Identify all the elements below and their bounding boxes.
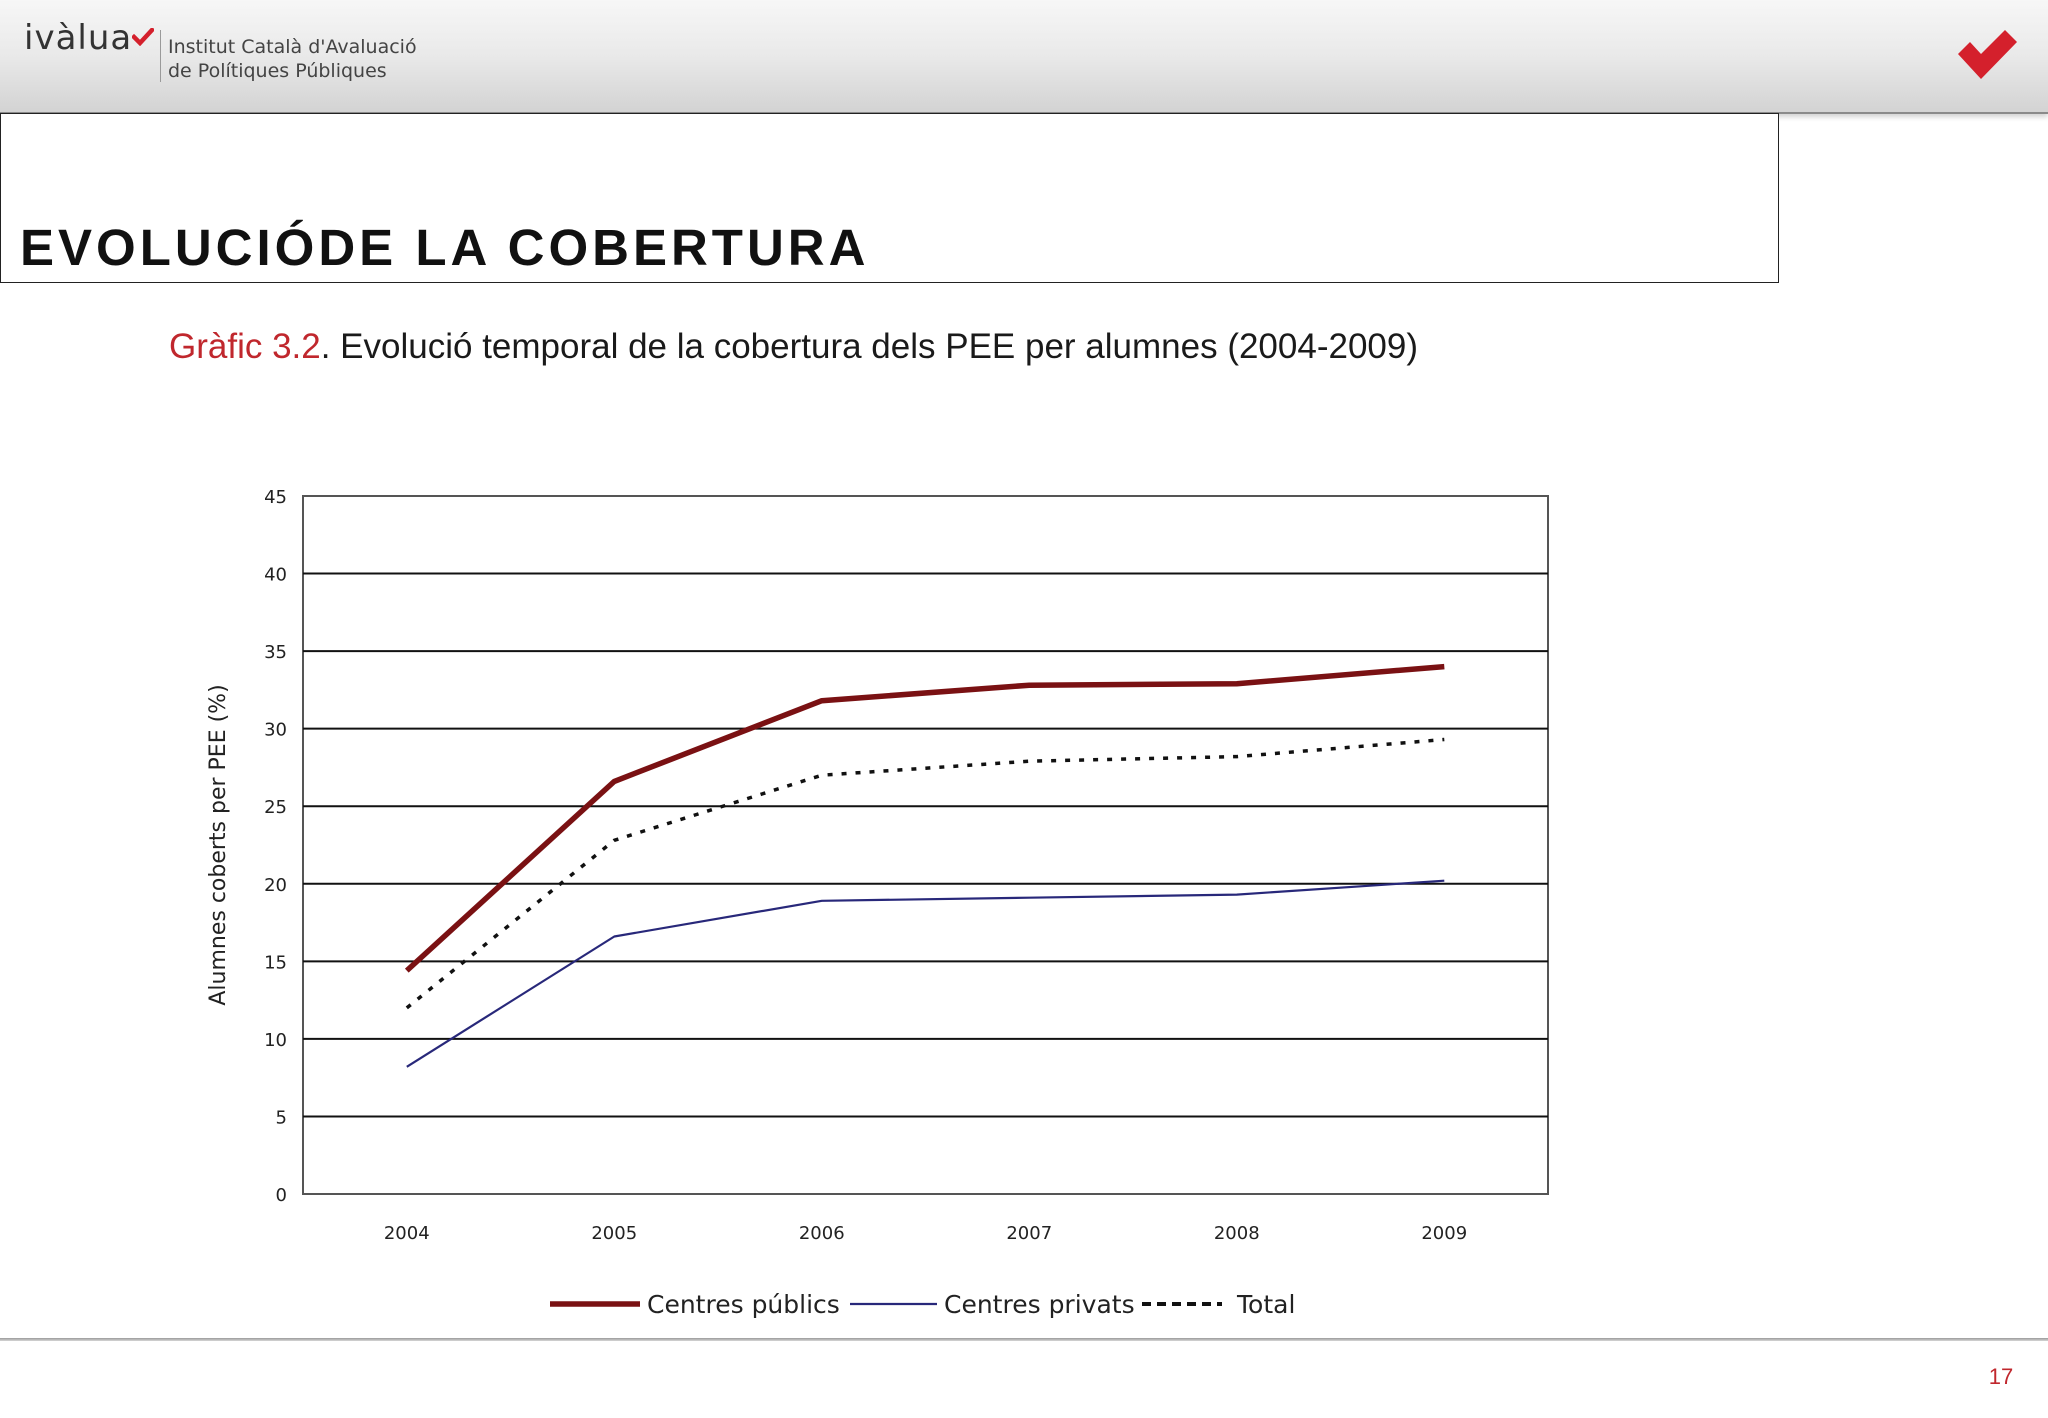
page-title: EVOLUCIÓDE LA COBERTURA bbox=[20, 219, 870, 276]
chart-caption: Gràfic 3.2. Evolució temporal de la cobe… bbox=[169, 327, 1418, 367]
chart-caption-number: Gràfic 3.2 bbox=[169, 327, 321, 366]
y-tick-label: 30 bbox=[264, 720, 287, 741]
y-tick-label: 45 bbox=[264, 487, 287, 508]
header-band: ivàlua Institut Català d'Avaluació de Po… bbox=[0, 0, 2048, 114]
logo-divider bbox=[160, 30, 161, 82]
x-tick-label: 2009 bbox=[1421, 1223, 1467, 1244]
brand-check-icon bbox=[1958, 30, 2017, 79]
plot-area bbox=[302, 495, 1549, 1195]
y-tick-label: 35 bbox=[264, 642, 287, 663]
y-tick-label: 10 bbox=[264, 1030, 287, 1051]
series-line-centres-privats bbox=[406, 879, 1445, 1068]
y-tick-label: 20 bbox=[264, 875, 287, 896]
series-line-centres-publics bbox=[404, 663, 1445, 973]
chart-caption-text: . Evolució temporal de la cobertura dels… bbox=[320, 327, 1419, 366]
x-tick-label: 2006 bbox=[799, 1223, 845, 1244]
organization-name-line2: de Polítiques Públiques bbox=[168, 60, 387, 82]
logo-wordmark: ivàlua bbox=[24, 18, 133, 58]
legend-label-centres-publics: Centres públics bbox=[647, 1290, 840, 1319]
page-number: 17 bbox=[1988, 1364, 2014, 1389]
bottom-rule bbox=[0, 1338, 2048, 1341]
organization-name-line1: Institut Català d'Avaluació bbox=[168, 36, 417, 58]
legend-label-centres-privats: Centres privats bbox=[944, 1290, 1135, 1319]
y-tick-label: 5 bbox=[276, 1107, 287, 1128]
x-tick-label: 2007 bbox=[1006, 1223, 1052, 1244]
y-tick-label: 40 bbox=[264, 565, 287, 586]
x-tick-label: 2005 bbox=[591, 1223, 637, 1244]
title-box bbox=[0, 113, 1779, 283]
series-line-total bbox=[405, 737, 1445, 1010]
y-axis-label: Alumnes coberts per PEE (%) bbox=[206, 684, 231, 1005]
organization-name: Institut Català d'Avaluació de Polítique… bbox=[168, 35, 417, 83]
y-tick-label: 25 bbox=[264, 797, 287, 818]
x-tick-label: 2004 bbox=[384, 1223, 430, 1244]
y-tick-label: 15 bbox=[264, 952, 287, 973]
logo-check-icon bbox=[132, 28, 154, 46]
x-tick-label: 2008 bbox=[1214, 1223, 1260, 1244]
y-tick-label: 0 bbox=[276, 1185, 287, 1206]
legend-label-total: Total bbox=[1236, 1290, 1295, 1319]
